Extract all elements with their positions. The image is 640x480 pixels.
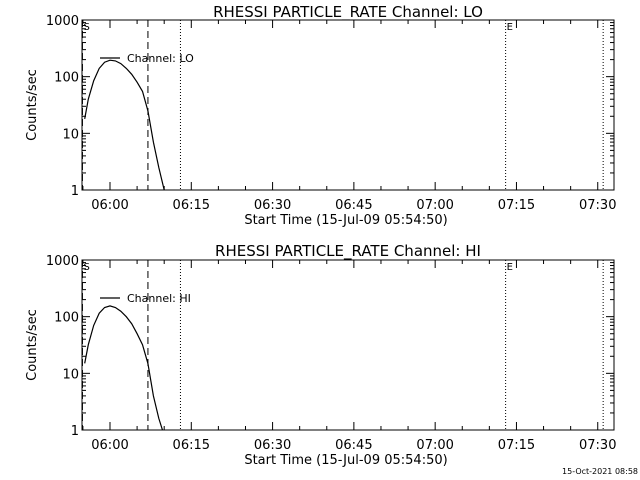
series-line — [84, 305, 164, 430]
x-tick-label: 07:00 — [416, 198, 453, 213]
x-axis-label: Start Time (15-Jul-09 05:54:50) — [244, 213, 447, 228]
series-line — [84, 59, 165, 190]
x-tick-label: 06:45 — [335, 198, 372, 213]
x-tick-label: 06:15 — [173, 198, 210, 213]
y-tick-label: 10 — [62, 127, 79, 142]
y-tick-label: 1000 — [46, 254, 79, 269]
legend-label: Channel: HI — [127, 292, 191, 305]
x-tick-label: 07:30 — [579, 438, 616, 453]
x-axis-label: Start Time (15-Jul-09 05:54:50) — [244, 453, 447, 468]
y-tick-label: 1 — [71, 424, 79, 439]
y-axis-label: Counts/sec — [25, 309, 40, 381]
x-tick-label: 06:15 — [173, 438, 210, 453]
x-tick-label: 07:15 — [498, 438, 535, 453]
panel-lo: RHESSI PARTICLE_RATE Channel: LO 1 10 100 10… — [25, 3, 616, 228]
y-tick-label: 100 — [54, 71, 79, 86]
y-tick-label: 1000 — [46, 14, 79, 29]
y-tick-label: 10 — [62, 367, 79, 382]
x-tick-label: 07:30 — [579, 198, 616, 213]
timestamp-label: 15-Oct-2021 08:58 — [562, 467, 638, 476]
panel-hi: RHESSI PARTICLE_RATE Channel: HI 1 10 100 10… — [25, 242, 616, 468]
plot-frame — [81, 259, 615, 431]
y-tick-label: 100 — [54, 311, 79, 326]
x-tick-label: 06:00 — [91, 438, 128, 453]
time-marker-label: E — [507, 262, 513, 273]
x-tick-label: 06:30 — [254, 438, 291, 453]
x-tick-label: 06:30 — [254, 198, 291, 213]
chart-title: RHESSI PARTICLE_RATE Channel: LO — [213, 3, 483, 22]
legend-label: Channel: LO — [127, 52, 194, 65]
x-tick-label: 07:00 — [416, 438, 453, 453]
time-marker-label: S — [83, 22, 89, 33]
time-marker-label: E — [507, 22, 513, 33]
x-tick-label: 06:45 — [335, 438, 372, 453]
chart-title: RHESSI PARTICLE_RATE Channel: HI — [215, 242, 481, 261]
x-tick-label: 07:15 — [498, 198, 535, 213]
y-axis-label: Counts/sec — [25, 69, 40, 141]
y-tick-label: 1 — [71, 184, 79, 199]
time-marker-label: S — [83, 262, 89, 273]
x-tick-label: 06:00 — [91, 198, 128, 213]
plot-frame — [81, 19, 615, 191]
